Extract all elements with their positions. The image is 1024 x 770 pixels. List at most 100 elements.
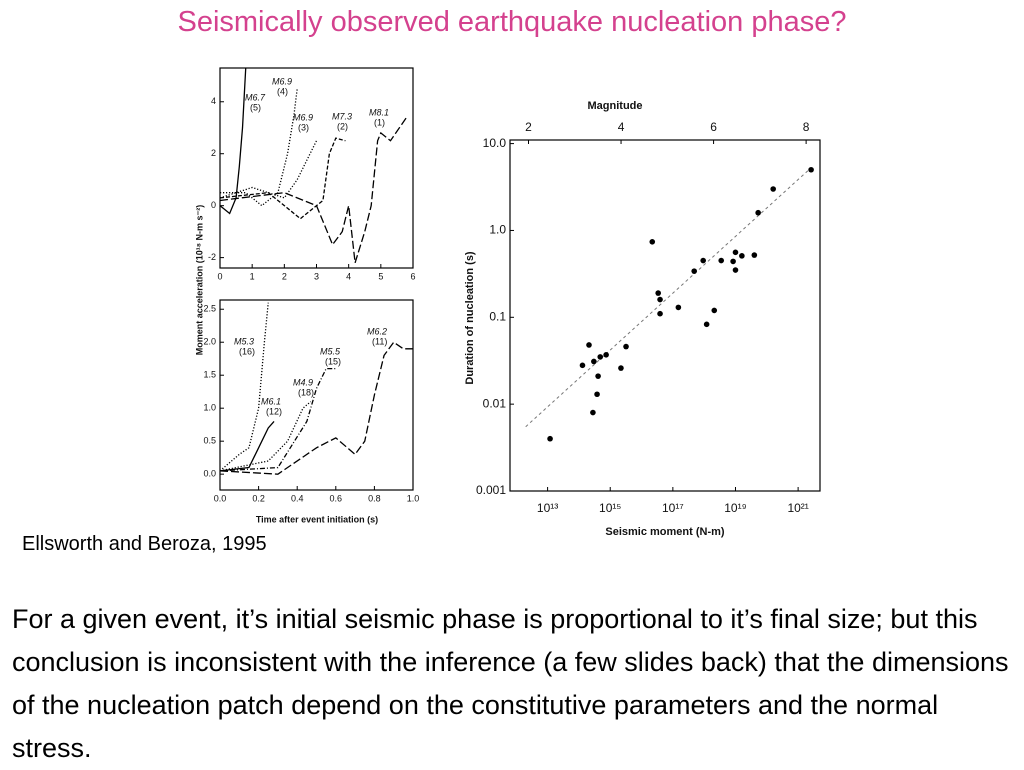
data-point	[590, 409, 596, 416]
y-tick-label: 2	[211, 148, 216, 158]
series-line	[220, 341, 413, 475]
data-point	[586, 342, 592, 348]
x-tick-label: 0	[217, 271, 222, 281]
y-tick-label: 0	[211, 200, 216, 210]
x2-tick-label: 8	[803, 120, 810, 134]
x2-tick-label: 6	[710, 120, 717, 134]
data-point	[597, 354, 604, 360]
x-tick-label: 5	[378, 271, 383, 281]
data-point	[623, 343, 629, 350]
data-point	[755, 209, 761, 216]
y-tick-label: 2.5	[203, 304, 216, 314]
plot-area	[220, 302, 413, 475]
data-point	[657, 296, 663, 303]
x-tick-label: 0.0	[214, 493, 227, 503]
x-tick-label: 10²¹	[787, 501, 808, 515]
series-line	[220, 116, 408, 263]
series-id: (16)	[239, 346, 255, 356]
data-point	[595, 373, 601, 379]
data-point	[547, 435, 553, 442]
series-id: (11)	[372, 336, 387, 346]
series-id: (3)	[298, 122, 309, 132]
x-tick-label: 3	[314, 271, 319, 281]
series-id: (15)	[325, 356, 341, 366]
plot-frame	[219, 299, 414, 491]
y-tick-label: 0.5	[203, 436, 216, 446]
plot-area	[525, 166, 814, 442]
data-point	[649, 239, 656, 245]
y-tick-label: 4	[211, 96, 216, 106]
series-label: M6.9	[293, 112, 313, 122]
data-point	[732, 267, 739, 273]
series-line	[220, 140, 318, 199]
series-label: M6.1	[261, 396, 281, 406]
trend-line	[525, 167, 811, 428]
plot-frame	[509, 139, 821, 492]
y-tick-label: 0.0	[203, 469, 216, 479]
x-tick-label: 10¹⁷	[662, 501, 684, 515]
x-tick-label: 1	[250, 271, 255, 281]
x-axis-label: Seismic moment (N-m)	[605, 526, 725, 538]
data-point	[718, 257, 725, 264]
data-point	[751, 252, 758, 258]
data-point	[618, 365, 624, 371]
y-tick-label: 0.01	[483, 396, 507, 410]
series-line	[220, 367, 336, 472]
x-tick-label: 0.8	[368, 493, 381, 503]
y-tick-label: 10.0	[483, 136, 507, 150]
y-tick-label: -2	[208, 252, 216, 262]
x-tick-label: 10¹⁵	[599, 501, 621, 515]
y-axis-label: Moment acceleration (10¹⁸ N-m s⁻²)	[194, 205, 204, 356]
series-label: M4.9	[293, 377, 313, 387]
x-tick-label: 1.0	[407, 493, 420, 503]
data-point	[703, 321, 710, 328]
series-label: M7.3	[332, 111, 352, 121]
series-id: (1)	[374, 117, 385, 127]
data-point	[657, 310, 663, 317]
y-tick-label: 0.001	[476, 483, 506, 497]
y-tick-label: 2.0	[203, 337, 216, 347]
series-label: M8.1	[369, 107, 389, 117]
y-tick-label: 1.0	[489, 223, 506, 237]
y-tick-label: 1.0	[203, 403, 216, 413]
series-line	[220, 137, 346, 220]
data-point	[711, 307, 718, 314]
series-line	[220, 302, 269, 472]
x2-tick-label: 2	[525, 120, 532, 134]
series-line	[220, 68, 247, 215]
x2-tick-label: 4	[618, 120, 625, 134]
x-axis-label: Time after event initiation (s)	[256, 514, 378, 524]
y-axis-label: Duration of nucleation (s)	[464, 251, 476, 385]
y-tick-label: 1.5	[203, 370, 216, 380]
series-label: M6.7	[245, 92, 266, 102]
series-label: M5.3	[234, 336, 254, 346]
series-id: (12)	[266, 406, 282, 416]
data-point	[700, 257, 706, 264]
x-tick-label: 10¹³	[537, 501, 558, 515]
series-id: (18)	[298, 387, 314, 397]
series-label: M5.5	[320, 346, 341, 356]
x-tick-label: 6	[410, 271, 415, 281]
x-tick-label: 0.2	[252, 493, 265, 503]
series-id: (4)	[277, 86, 288, 96]
series-label: M6.2	[367, 326, 387, 336]
data-point	[594, 391, 600, 398]
data-point	[675, 304, 682, 311]
series-label: M6.9	[272, 76, 292, 86]
x-tick-label: 4	[346, 271, 351, 281]
series-line	[220, 420, 275, 472]
series-id: (5)	[250, 102, 261, 112]
x2-axis-label: Magnitude	[588, 100, 643, 112]
data-point	[730, 258, 736, 265]
data-point	[808, 166, 814, 173]
x-tick-label: 2	[282, 271, 287, 281]
y-tick-label: 0.1	[489, 309, 506, 323]
data-point	[579, 362, 586, 369]
x-tick-label: 10¹⁹	[724, 501, 746, 515]
data-point	[591, 358, 597, 365]
data-point	[691, 268, 697, 274]
citation: Ellsworth and Beroza, 1995	[22, 533, 267, 555]
data-point	[732, 249, 739, 256]
